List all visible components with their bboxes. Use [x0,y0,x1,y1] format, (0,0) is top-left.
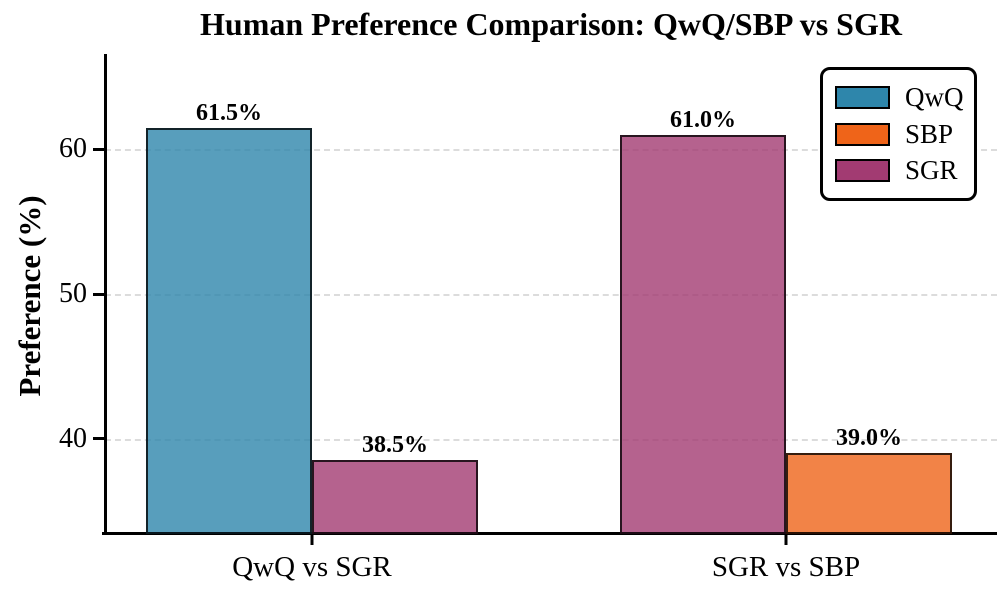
legend-swatch-qwq [835,85,890,109]
x-category-label: QwQ vs SGR [232,551,392,583]
bar-value-label: 61.5% [196,99,262,126]
plot-area: 40 50 60 QwQ vs SGR SGR vs SBP 61.5% 38.5% 61.0… [59,54,997,583]
bar-sgr [312,460,478,534]
legend-label: SGR [905,155,958,186]
legend-swatch-sgr [835,159,890,183]
bar-sgr [620,134,786,534]
legend-box: QwQ SBP SGR [820,67,977,201]
y-tick-mark [93,147,104,151]
y-tick-label: 40 [59,422,87,454]
legend-item-qwq: QwQ [835,81,964,112]
y-gridline [105,438,997,441]
bar-value-label: 61.0% [670,106,736,133]
legend-label: QwQ [905,81,964,112]
y-axis-label: Preference (%) [12,195,47,397]
bar-value-label: 38.5% [362,432,428,459]
y-tick-mark [93,437,104,441]
chart-title: Human Preference Comparison: QwQ/SBP vs … [200,6,902,42]
legend-label: SBP [905,118,954,149]
bar-qwq [146,127,312,534]
y-axis-spine [104,54,107,535]
y-tick-label: 60 [59,133,87,165]
x-axis-spine [102,532,997,535]
y-tick-mark [93,292,104,296]
bar-sbp [786,453,952,534]
legend-item-sgr: SGR [835,157,962,184]
x-tick-mark [784,534,788,545]
y-gridline [105,149,997,152]
x-tick-mark [310,534,314,545]
y-gridline [105,294,997,296]
x-category-label: SGR vs SBP [711,551,861,583]
legend-item-sbp: SBP [835,118,962,149]
legend-swatch-sbp [835,122,890,146]
y-tick-label: 50 [59,278,87,309]
bar-value-label: 39.0% [836,425,902,452]
